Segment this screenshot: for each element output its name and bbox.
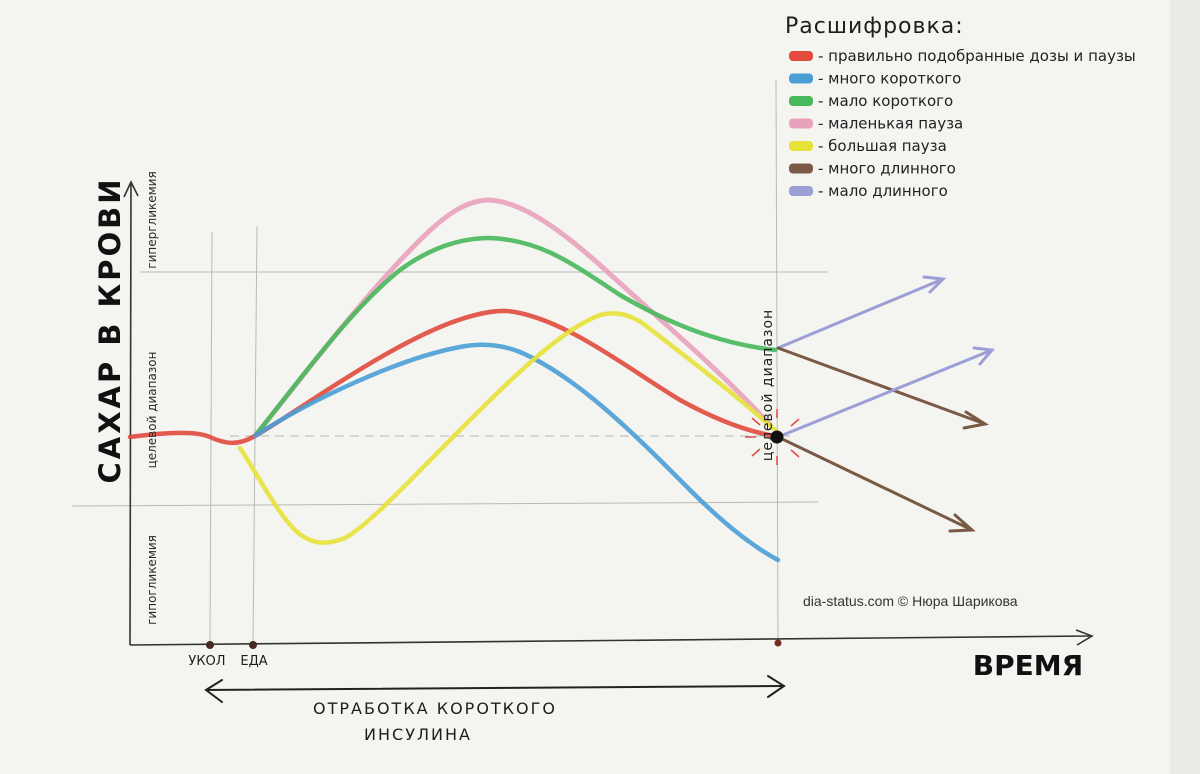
arrow-low-long-lower [776, 348, 994, 439]
legend-label: - правильно подобранные дозы и паузы [818, 47, 1136, 65]
curve-low-short [252, 235, 778, 439]
injection-dot [206, 641, 214, 649]
legend-item: - большая пауза [789, 137, 947, 155]
y-axis-line [129, 181, 132, 646]
legend-label: - большая пауза [818, 137, 947, 155]
target-point [770, 430, 784, 444]
meal-dot [249, 641, 257, 649]
curve-correct [127, 308, 778, 446]
legend-item: - мало длинного [789, 182, 948, 200]
axes [123, 180, 1094, 646]
legend-swatch [789, 51, 813, 61]
legend: Расшифровка: - правильно подобранные доз… [785, 14, 1136, 200]
period-double-arrow [204, 675, 786, 703]
period-label-line1: ОТРАБОТКА КОРОТКОГО [313, 699, 557, 718]
curve-large-pause [237, 311, 778, 545]
legend-swatch [789, 96, 813, 106]
legend-swatch [789, 186, 813, 196]
zone-label-target: целевой диапазон [145, 352, 159, 469]
arrow-low-long-lower-head [972, 346, 995, 366]
curve-high-short [252, 342, 781, 563]
arrow-high-long-upper-head [962, 410, 990, 430]
legend-label: - много короткого [818, 70, 961, 88]
arrow-high-long-lower-head [948, 513, 976, 533]
legend-title: Расшифровка: [785, 14, 964, 39]
paper-edge-shade [1170, 0, 1200, 774]
y-axis-label: САХАР В КРОВИ [93, 176, 127, 483]
target-point-label: целевой диапазон [760, 309, 776, 461]
legend-item: - правильно подобранные дозы и паузы [789, 47, 1136, 65]
legend-item: - много длинного [789, 160, 956, 178]
curves [127, 197, 781, 563]
target-vertical-line [775, 79, 779, 646]
legend-label: - много длинного [818, 160, 956, 178]
hypo-boundary-line [71, 501, 819, 507]
arrow-high-long-upper [776, 346, 987, 426]
injection-label: УКОЛ [188, 654, 225, 669]
legend-swatch [789, 73, 813, 84]
target-burst [745, 409, 800, 465]
period-label-line2: ИНСУЛИНА [364, 725, 472, 744]
legend-label: - мало длинного [818, 182, 948, 200]
credit-text: dia-status.com © Нюра Шарикова [803, 593, 1018, 609]
legend-swatch [789, 118, 813, 129]
legend-label: - маленькая пауза [818, 115, 963, 133]
zone-label-hyper: гипергликемия [145, 171, 159, 268]
legend-item: - много короткого [789, 70, 961, 88]
x-axis-label: ВРЕМЯ [973, 649, 1083, 682]
legend-item: - мало короткого [789, 92, 953, 110]
arrow-low-long-upper [776, 277, 945, 350]
meal-label: ЕДА [240, 654, 267, 669]
y-axis-arrowhead [123, 180, 139, 198]
arrow-high-long-lower [776, 435, 974, 532]
legend-item: - маленькая пауза [789, 115, 963, 133]
zone-label-hypo: гипогликемия [145, 535, 159, 625]
legend-swatch [789, 141, 813, 151]
legend-items: - правильно подобранные дозы и паузы - мн… [789, 47, 1136, 200]
outgoing-arrows [776, 275, 995, 533]
arrow-low-long-upper-head [922, 275, 947, 294]
x-axis-line [129, 635, 1091, 646]
legend-swatch [789, 163, 813, 174]
x-axis-arrowhead [1075, 629, 1094, 646]
legend-label: - мало короткого [818, 92, 953, 110]
end-dot [774, 639, 782, 647]
